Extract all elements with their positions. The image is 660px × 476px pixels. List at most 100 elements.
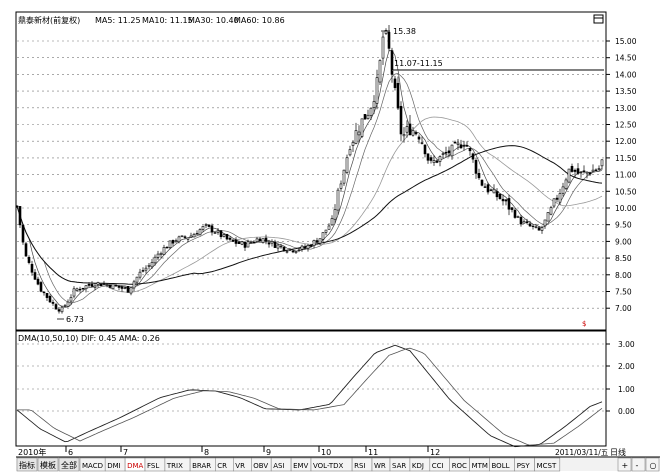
tab-label: VOL-TDX	[313, 462, 344, 470]
price-tick-label: 14.00	[615, 70, 637, 79]
zoom-in-button[interactable]	[617, 457, 632, 472]
candle-body	[438, 156, 442, 162]
candle-body	[42, 291, 46, 294]
candle-body	[192, 233, 196, 238]
period-label[interactable]: 日线	[610, 447, 626, 457]
candle-body	[129, 287, 133, 294]
price-panel-frame	[15, 11, 607, 331]
candle-body	[207, 224, 211, 227]
candle-body	[69, 297, 73, 302]
ma5-label: MA5: 11.25	[95, 16, 141, 25]
window-icon[interactable]	[593, 14, 604, 24]
candle-body	[480, 179, 484, 186]
candle-body	[195, 233, 199, 235]
candle-body	[75, 288, 79, 291]
moving-average-lines	[16, 49, 603, 308]
zoom-out-button[interactable]	[631, 457, 646, 472]
candle-body	[51, 302, 55, 304]
candle-body	[348, 149, 352, 156]
candle-body	[303, 246, 307, 249]
min-price-label: 6.73	[66, 315, 84, 324]
tab-label: 全部	[61, 460, 77, 470]
candle-body	[279, 245, 283, 248]
tab-mcst[interactable]	[534, 457, 561, 472]
tab-label: VR	[235, 462, 245, 470]
candle-body	[141, 270, 145, 272]
candle-body	[54, 304, 58, 310]
candle-body	[111, 283, 115, 290]
candle-body	[312, 240, 316, 247]
candle-body	[30, 263, 34, 273]
candle-body	[498, 193, 502, 199]
candle-body	[483, 186, 487, 188]
dif-line	[16, 344, 603, 448]
candle-body	[78, 288, 82, 291]
candle-body	[264, 237, 268, 242]
price-tick-label: 8.00	[615, 271, 632, 280]
candle-body	[465, 145, 469, 147]
candle-body	[171, 239, 175, 244]
candle-body	[567, 168, 571, 183]
tab-label: BOLL	[492, 462, 510, 470]
tab-label: ROC	[452, 462, 467, 470]
candle-body	[390, 50, 394, 75]
candle-body	[297, 249, 301, 251]
candle-body	[357, 131, 361, 136]
tab-template[interactable]	[37, 457, 59, 472]
candle-body	[18, 206, 22, 226]
candle-body	[225, 234, 229, 240]
candle-body	[57, 309, 61, 312]
tab-label: PSY	[517, 462, 531, 470]
candle-body	[132, 281, 136, 289]
candle-body	[573, 169, 577, 172]
candle-body	[576, 168, 580, 174]
tab-all[interactable]	[58, 457, 80, 472]
candle-body	[99, 283, 103, 287]
tab-indicator[interactable]	[16, 457, 38, 472]
price-tick-label: 10.00	[615, 204, 637, 213]
candle-body	[198, 229, 202, 236]
candle-body	[33, 272, 37, 280]
candle-body	[384, 30, 388, 34]
candle-body	[246, 241, 250, 248]
candle-body	[495, 191, 499, 198]
month-ticks: 6 7 8 9 10 11 12	[65, 446, 440, 457]
reset-button[interactable]	[645, 457, 660, 472]
tab-label: ASI	[273, 462, 284, 470]
candle-body	[408, 123, 412, 136]
candle-body	[267, 242, 271, 245]
candle-body	[15, 205, 19, 208]
indicator-tick-label: 3.00	[618, 340, 635, 349]
candle-body	[546, 212, 550, 222]
indicator-tick-label: 0.00	[618, 407, 635, 416]
tab-label: MACD	[82, 462, 103, 470]
candle-body	[183, 236, 187, 238]
candle-body	[330, 218, 334, 226]
price-axis: 15.00 14.50 14.00 13.50 13.00 12.50 12.00 11.50…	[606, 37, 637, 313]
candlestick-series	[15, 25, 604, 314]
candle-body	[318, 238, 322, 244]
candle-body	[375, 77, 379, 104]
candle-body	[588, 172, 592, 175]
candle-body	[144, 267, 148, 271]
candle-body	[420, 142, 424, 144]
candle-body	[84, 285, 88, 290]
candle-body	[360, 118, 364, 137]
candle-body	[492, 188, 496, 194]
candle-body	[405, 126, 409, 133]
candle-body	[378, 60, 382, 83]
stock-name-header: 鼎泰新材(前复权)	[18, 15, 80, 25]
price-tick-label: 11.50	[615, 154, 637, 163]
candle-body	[594, 169, 598, 171]
price-tick-label: 11.00	[615, 171, 637, 180]
candle-body	[27, 256, 31, 263]
candle-body	[315, 240, 319, 243]
month-label: 12	[430, 448, 440, 457]
candle-body	[579, 171, 583, 174]
candle-body	[342, 169, 346, 184]
candle-body	[555, 197, 559, 200]
ma30-line	[16, 116, 603, 293]
ma5-line	[16, 49, 603, 308]
candle-body	[135, 276, 139, 283]
